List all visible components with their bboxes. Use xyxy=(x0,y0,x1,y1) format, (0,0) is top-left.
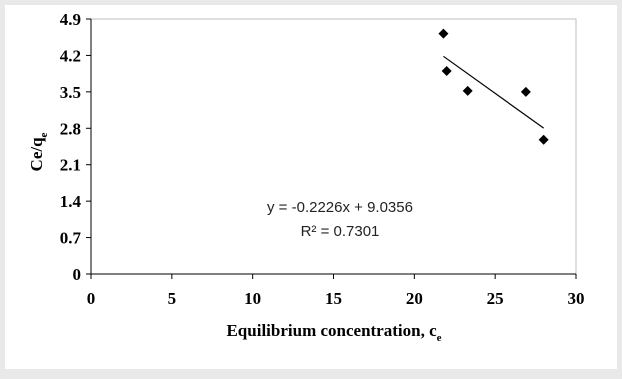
x-tick-label: 30 xyxy=(568,289,585,308)
y-tick-label: 4.9 xyxy=(60,10,81,29)
x-tick-label: 5 xyxy=(168,289,177,308)
plot-area: 0 0.7 1.4 2.1 2.8 3.5 4.2 4.9 0 5 10 15 20 25 30 xyxy=(60,10,585,308)
trendline xyxy=(443,55,545,129)
data-point xyxy=(438,28,449,39)
y-axis-title-subscript: e xyxy=(38,132,50,137)
x-axis-title-main: Equilibrium concentration, c xyxy=(226,321,437,340)
y-axis-title-main: Ce/q xyxy=(27,137,46,172)
y-tick-label: 2.1 xyxy=(60,156,81,175)
data-point xyxy=(441,66,452,77)
data-point xyxy=(538,134,549,145)
data-point xyxy=(462,85,473,96)
y-axis-title: Ce/qe xyxy=(27,132,50,171)
x-tick-label: 0 xyxy=(87,289,96,308)
y-tick-label: 1.4 xyxy=(60,192,82,211)
trendline-equation: y = -0.2226x + 9.0356 xyxy=(267,199,413,216)
y-tick-label: 2.8 xyxy=(60,119,81,138)
x-tick-label: 20 xyxy=(406,289,423,308)
r-squared-label: R² = 0.7301 xyxy=(301,223,380,240)
x-tick-label: 10 xyxy=(244,289,261,308)
y-tick-label: 0.7 xyxy=(60,229,82,248)
y-tick-label: 0 xyxy=(73,265,82,284)
y-tick-label: 4.2 xyxy=(60,46,81,65)
x-tick-label: 25 xyxy=(487,289,504,308)
x-axis-title: Equilibrium concentration, ce xyxy=(226,321,441,344)
data-point xyxy=(520,86,531,97)
y-tick-label: 3.5 xyxy=(60,83,81,102)
x-tick-label: 15 xyxy=(325,289,342,308)
chart-area-background xyxy=(5,5,617,369)
x-axis-title-subscript: e xyxy=(437,332,442,344)
